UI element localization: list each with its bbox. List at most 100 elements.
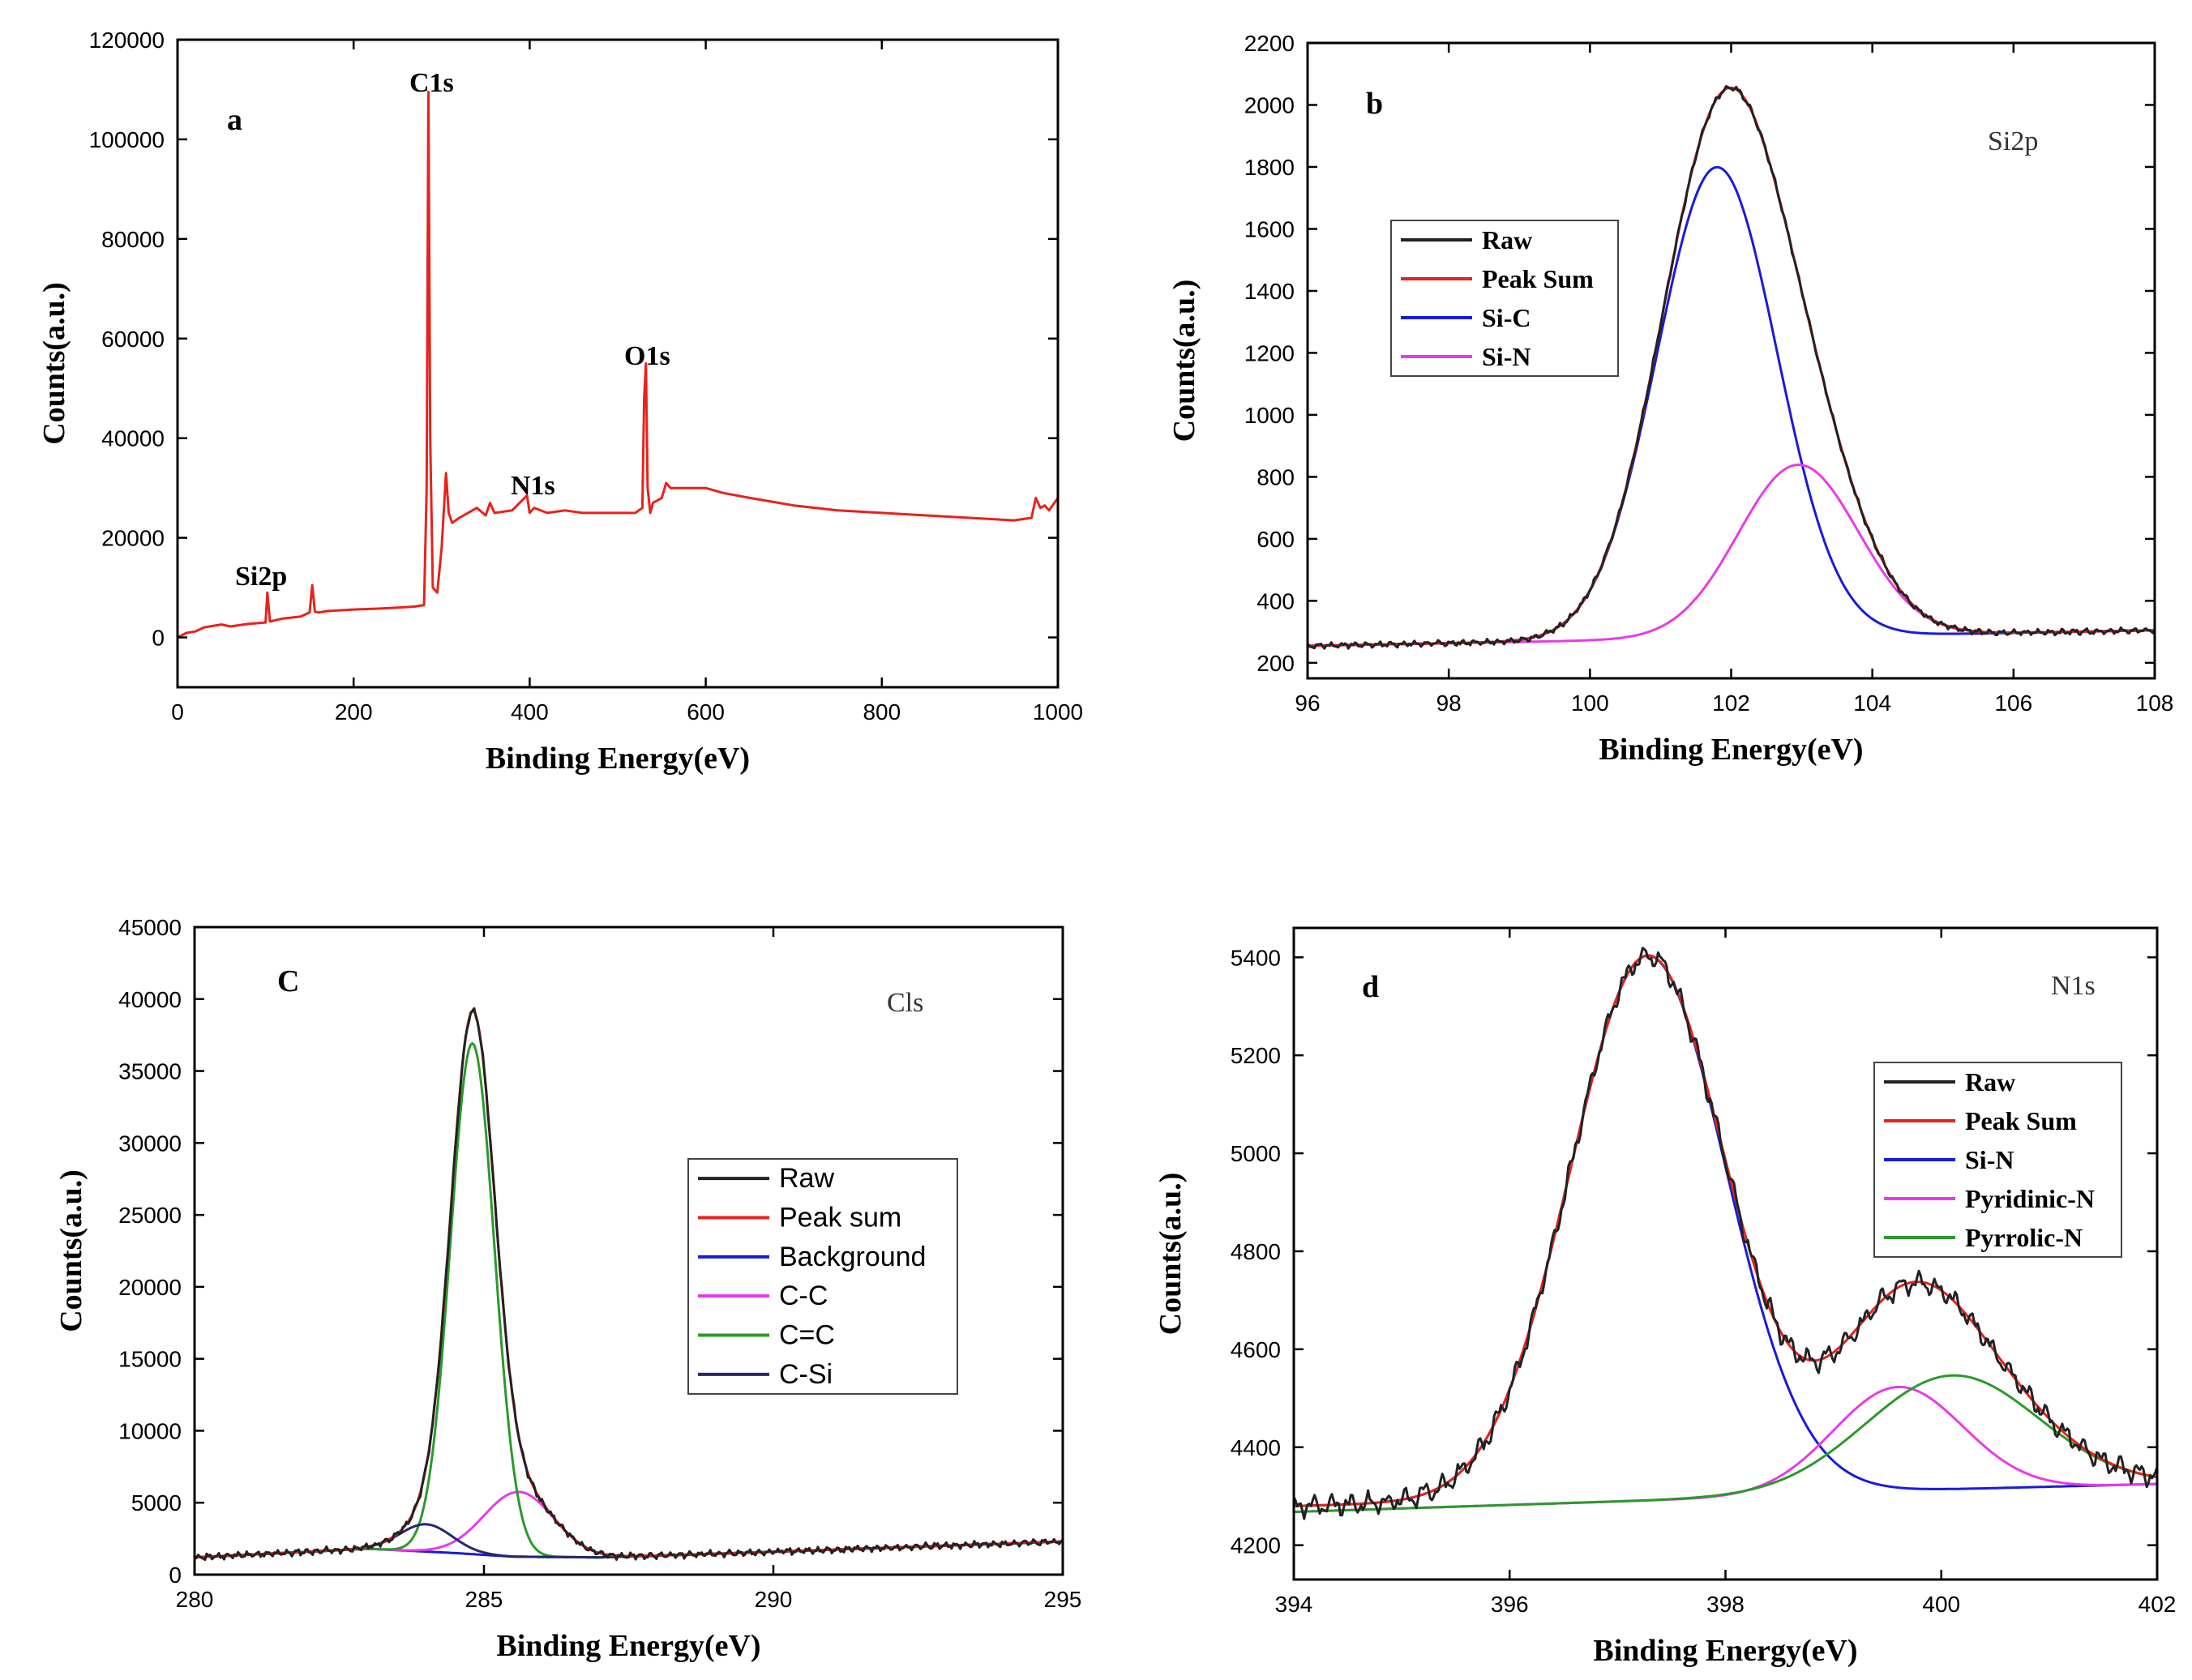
peak-label: N1s [511,471,555,501]
legend: Raw Peak sum Background C-C C=C C-Si [687,1158,958,1395]
y-tick-label: 600 [1257,527,1295,552]
chart-panel-b: 96 98 100 102 104 106 108 200 400 600 800 1000 1200 1… [1167,31,2173,767]
y-tick-label: 40000 [101,426,165,451]
region-label: Cls [887,988,923,1018]
plot-frame [176,38,1060,689]
chart-panel-d: 394 396 398 400 402 4200 4400 4600 4800 5000 5200 5… [1154,926,2177,1668]
x-tick-label: 400 [511,699,549,725]
legend-label: C=C [779,1320,835,1351]
series-line-c-si [195,1523,1063,1559]
x-tick-label: 100 [1571,690,1609,716]
y-tick-label: 1800 [1244,155,1295,180]
x-tick-label: 104 [1853,690,1891,716]
y-tick-label: 5400 [1231,945,1281,970]
panel-letter: b [1366,87,1383,121]
x-axis-title: Binding Energy(eV) [1593,1634,1857,1668]
y-tick-label: 2000 [1244,92,1295,118]
x-tick-label: 285 [465,1587,503,1612]
x-tick-label: 394 [1275,1592,1313,1617]
y-tick-label: 35000 [118,1059,182,1084]
legend-label: Si-N [1482,342,1531,371]
x-tick-label: 108 [2136,690,2174,716]
y-tick-label: 120000 [89,28,165,53]
x-axis-title: Binding Energy(eV) [486,742,750,776]
x-tick-label: 106 [1994,690,2032,716]
y-axis-title: Counts(a.u.) [54,1169,88,1332]
x-tick-label: 1000 [1033,699,1083,725]
panel-letter: a [227,103,242,137]
series-group [1294,947,2157,1520]
y-tick-label: 80000 [101,227,165,252]
x-tick-label: 400 [1922,1592,1960,1617]
y-tick-label: 2200 [1244,31,1295,56]
legend-label: Pyridinic-N [1965,1184,2095,1213]
series-group [178,91,1058,639]
series-line-pyrrolic-n [1294,1374,2157,1514]
y-tick-label: 1000 [1244,403,1295,428]
x-tick-label: 0 [171,699,184,725]
series-group [1308,85,2155,650]
legend-label: Background [779,1242,926,1272]
y-tick-label: 25000 [118,1203,182,1228]
legend-label: C-C [779,1280,828,1311]
x-axis-title: Binding Energy(eV) [496,1629,760,1663]
x-tick-label: 98 [1436,690,1462,716]
legend-label: Si-N [1965,1145,2014,1174]
x-axis-title: Binding Energy(eV) [1599,733,1863,767]
legend: Raw Peak Sum Si-C Si-N [1390,220,1619,377]
peak-label: C1s [409,68,454,98]
legend-label: Raw [779,1163,834,1194]
series-line-raw [195,1007,1063,1562]
legend-label: Pyrrolic-N [1965,1223,2083,1252]
y-tick-label: 4600 [1231,1337,1281,1362]
legend-box [1390,220,1619,377]
y-tick-label: 5000 [1231,1141,1281,1166]
y-tick-label: 30000 [118,1131,182,1156]
y-axis-title: Counts(a.u.) [1154,1173,1188,1336]
y-tick-label: 15000 [118,1347,182,1372]
y-tick-label: 5000 [131,1490,182,1515]
series-line-si-n [1308,464,2155,648]
series-line-survey [178,91,1058,639]
peak-label: O1s [624,341,670,371]
y-axis-title: Counts(a.u.) [37,282,71,445]
y-tick-label: 5200 [1231,1043,1281,1068]
y-axis-title: Counts(a.u.) [1167,280,1201,442]
y-tick-label: 10000 [118,1418,182,1443]
legend-box [687,1158,958,1395]
y-tick-label: 4200 [1231,1533,1281,1558]
x-tick-label: 396 [1491,1592,1529,1617]
panel-letter: d [1362,970,1379,1004]
x-tick-label: 280 [176,1587,214,1612]
y-tick-label: 1600 [1244,216,1295,242]
x-tick-label: 96 [1295,690,1320,716]
x-tick-label: 600 [687,699,725,725]
legend-label: Peak Sum [1965,1106,2077,1135]
y-tick-label: 60000 [101,327,165,352]
y-tick-label: 100000 [89,127,165,152]
y-tick-label: 800 [1257,464,1295,489]
y-tick-label: 45000 [118,915,182,940]
x-tick-label: 402 [2138,1592,2177,1617]
y-tick-label: 0 [152,626,165,651]
series-line-raw [1294,947,2157,1520]
y-tick-label: 4800 [1231,1239,1281,1264]
y-tick-label: 20000 [118,1275,182,1300]
legend-label: Si-C [1482,303,1531,332]
y-tick-label: 40000 [118,987,182,1012]
y-tick-label: 200 [1257,651,1295,676]
chart-panel-a: 0 200 400 600 800 1000 0 20000 40000 60000 80000 10… [37,28,1083,776]
y-tick-label: 0 [169,1562,182,1588]
x-tick-label: 290 [755,1587,793,1612]
series-group [195,1007,1063,1562]
y-tick-label: 400 [1257,588,1295,613]
y-tick-label: 4400 [1231,1435,1281,1460]
y-tick-label: 20000 [101,526,165,551]
legend: Raw Peak Sum Si-N Pyridinic-N Pyrrolic-N [1873,1062,2122,1258]
legend-label: C-Si [779,1359,833,1390]
y-tick-label: 1400 [1244,279,1295,304]
x-tick-label: 200 [335,699,373,725]
series-line-raw [1308,85,2155,650]
legend-label: Raw [1482,225,1532,254]
